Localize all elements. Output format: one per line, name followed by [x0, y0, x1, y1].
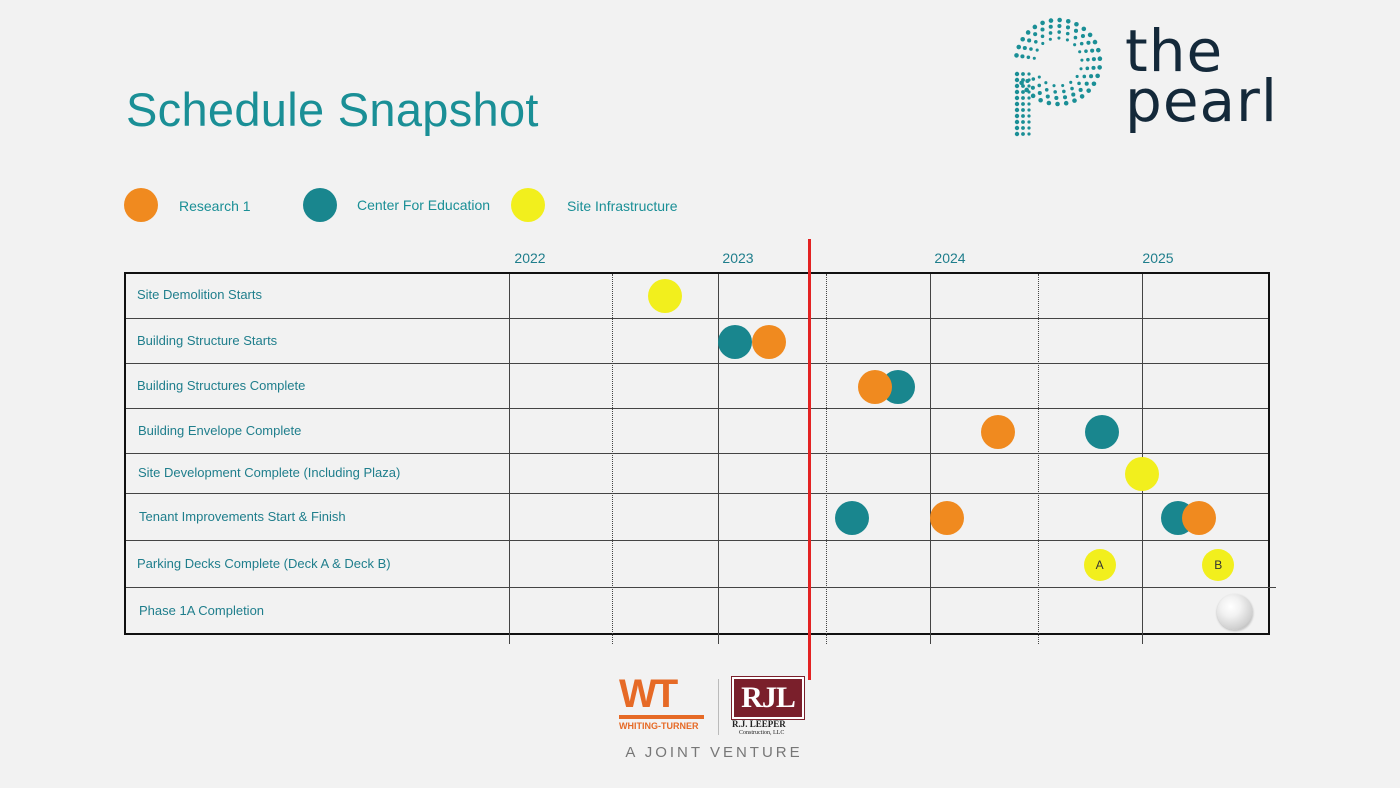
legend-label-site: Site Infrastructure — [567, 198, 678, 214]
grid-line-vertical — [1038, 274, 1039, 644]
year-label-2024: 2024 — [934, 250, 966, 266]
row-divider — [126, 408, 1268, 409]
milestone-research — [751, 324, 786, 359]
brand-line-1: the — [1125, 17, 1224, 85]
milestone-site — [648, 279, 682, 313]
legend-dot-site — [511, 188, 545, 222]
milestone-site — [1125, 457, 1159, 491]
year-label-2025: 2025 — [1142, 250, 1174, 266]
milestone-research — [857, 369, 892, 404]
page-title: Schedule Snapshot — [126, 83, 539, 136]
the-pearl-logo: the pearl — [1003, 14, 1293, 144]
milestone-pearl — [1217, 594, 1254, 630]
milestone-education — [834, 500, 869, 535]
grid-line-vertical — [826, 274, 827, 644]
row-label: Building Structures Complete — [137, 377, 306, 393]
year-label-2022: 2022 — [514, 250, 546, 266]
legend-label-education: Center For Education — [357, 197, 491, 213]
row-divider — [126, 540, 1268, 541]
milestone-research — [929, 500, 964, 535]
legend-label-research: Research 1 — [179, 198, 251, 214]
whiting-turner-name: WHITING-TURNER — [619, 721, 699, 731]
row-divider — [126, 587, 1276, 588]
grid-line-vertical — [509, 274, 510, 644]
row-label: Building Envelope Complete — [138, 422, 302, 438]
chart-frame — [124, 272, 1270, 635]
milestone-site: B — [1202, 548, 1235, 581]
grid-line-vertical — [930, 274, 931, 644]
row-label: Building Structure Starts — [137, 332, 278, 348]
milestone-research — [1182, 500, 1217, 535]
legend-dot-research — [124, 188, 158, 222]
milestone-education — [1084, 414, 1119, 449]
brand-line-2: pearl — [1125, 67, 1279, 135]
row-label: Parking Decks Complete (Deck A & Deck B) — [137, 555, 391, 571]
row-label: Tenant Improvements Start & Finish — [139, 508, 346, 524]
current-date-marker — [808, 239, 811, 680]
whiting-turner-bar — [619, 715, 704, 719]
row-label: Site Demolition Starts — [137, 287, 262, 302]
row-label: Phase 1A Completion — [139, 603, 265, 618]
row-divider — [126, 493, 1268, 494]
row-divider — [126, 318, 1268, 319]
rj-leeper-mark: RJL — [731, 676, 805, 720]
legend-dot-education — [303, 188, 337, 222]
milestone-research — [980, 414, 1015, 449]
logo-divider — [718, 679, 719, 735]
pearl-p-mark-icon — [1014, 17, 1103, 137]
milestone-site: A — [1083, 548, 1116, 581]
joint-venture-logo: WT WHITING-TURNER RJL R.J. LEEPER Constr… — [619, 672, 809, 765]
grid-line-vertical — [612, 274, 613, 644]
whiting-turner-mark: WT — [619, 672, 678, 716]
grid-line-vertical — [718, 274, 719, 644]
joint-venture-tagline: A JOINT VENTURE — [625, 744, 803, 761]
milestone-education — [717, 324, 752, 359]
rj-leeper-name: R.J. LEEPER — [732, 719, 786, 729]
row-divider — [126, 453, 1268, 454]
row-divider — [126, 363, 1268, 364]
row-label: Site Development Complete (Including Pla… — [138, 465, 401, 480]
rj-leeper-subtitle: Construction, LLC — [739, 730, 785, 736]
year-label-2023: 2023 — [722, 250, 754, 266]
